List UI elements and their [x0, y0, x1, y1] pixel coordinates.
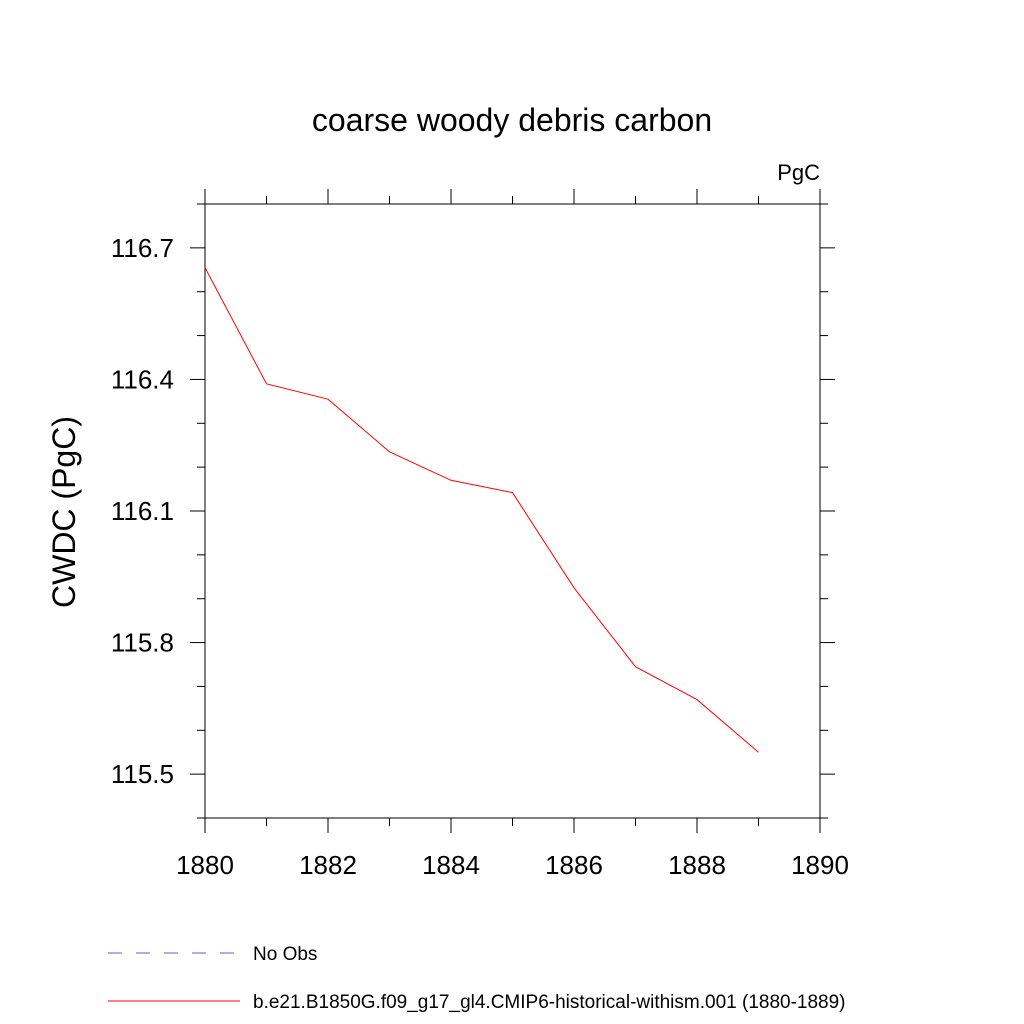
- y-tick-label: 116.1: [111, 496, 174, 526]
- x-tick-label: 1882: [299, 850, 357, 880]
- x-tick-label: 1886: [545, 850, 603, 880]
- y-axis-ticks: 115.5 115.8 116.1 116.4 116.7: [111, 203, 835, 819]
- x-tick-label: 1880: [176, 850, 234, 880]
- y-tick-label: 115.5: [111, 759, 174, 789]
- x-tick-label: 1884: [422, 850, 480, 880]
- chart-title: coarse woody debris carbon: [312, 102, 712, 138]
- legend-label: No Obs: [253, 944, 317, 965]
- units-label: PgC: [777, 160, 820, 185]
- legend: No Obs b.e21.B1850G.f09_g17_gl4.CMIP6-his…: [108, 944, 846, 1013]
- x-tick-label: 1890: [791, 850, 849, 880]
- x-axis-ticks: 1880 1882 1884 1886 1888 1890: [176, 189, 849, 880]
- series-line: [204, 267, 759, 753]
- y-tick-label: 116.4: [111, 364, 174, 394]
- y-axis-label: CWDC (PgC): [46, 416, 82, 608]
- y-tick-label: 116.7: [111, 233, 174, 263]
- y-tick-label: 115.8: [111, 628, 174, 658]
- x-tick-label: 1888: [668, 850, 726, 880]
- series-layer: [204, 267, 759, 753]
- legend-label: b.e21.B1850G.f09_g17_gl4.CMIP6-historica…: [253, 992, 846, 1013]
